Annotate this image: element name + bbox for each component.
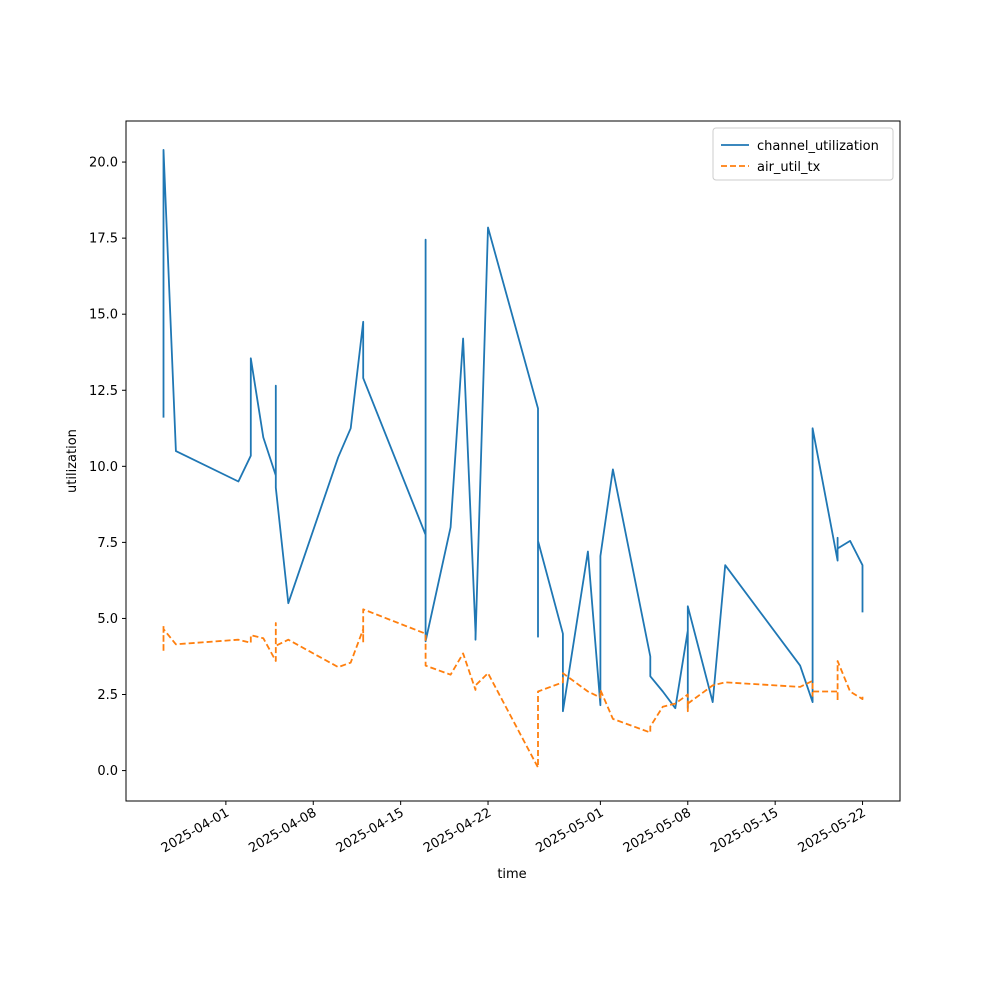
x-tick-label: 2025-04-08 (246, 805, 319, 856)
y-tick-label: 7.5 (97, 536, 118, 551)
y-tick-label: 10.0 (89, 460, 118, 475)
y-axis-label: utilization (65, 429, 80, 493)
plot-frame (125, 120, 901, 802)
y-tick-label: 20.0 (89, 156, 118, 171)
series-line (162, 608, 864, 769)
y-tick-label: 5.0 (97, 612, 118, 627)
x-tick-label: 2025-04-01 (159, 805, 232, 856)
y-tick-label: 15.0 (89, 308, 118, 323)
y-tick-label: 12.5 (89, 384, 118, 399)
y-tick-label: 17.5 (89, 232, 118, 247)
legend: channel_utilization air_util_tx (712, 127, 894, 181)
y-tick-label: 2.5 (97, 688, 118, 703)
x-tick-label: 2025-04-22 (421, 805, 494, 856)
y-tick-label: 0.0 (97, 764, 118, 779)
x-tick-label: 2025-05-01 (533, 805, 606, 856)
legend-box (712, 127, 894, 181)
series-line (162, 149, 864, 713)
x-tick-label: 2025-04-15 (334, 805, 407, 856)
legend-label: channel_utilization (757, 139, 879, 154)
x-tick-label: 2025-05-08 (621, 805, 694, 856)
x-tick-label: 2025-05-15 (708, 805, 781, 856)
legend-label: air_util_tx (757, 160, 821, 175)
x-axis-label: time (497, 867, 526, 882)
x-tick-label: 2025-05-22 (796, 805, 869, 856)
